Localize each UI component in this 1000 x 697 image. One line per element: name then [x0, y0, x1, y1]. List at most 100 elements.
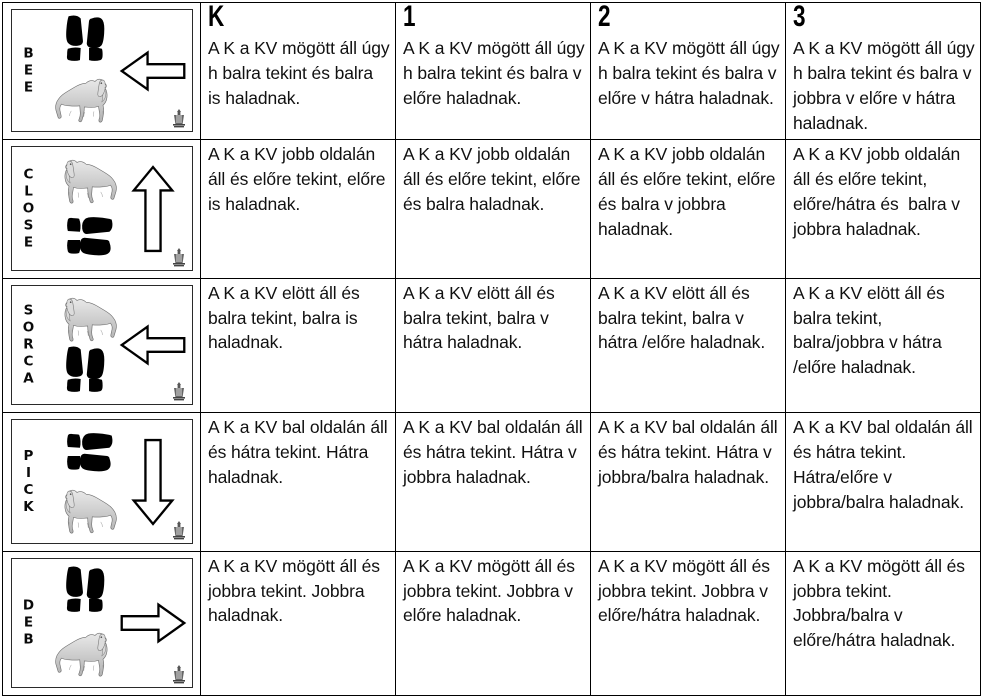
variant-description: A K a KV elött áll és balra tekint, balr… — [793, 283, 950, 377]
variant-text-block: 3 A K a KV mögött áll úgy h balra tekint… — [786, 2, 980, 139]
variant-text-block: A K a KV elött áll és balra tekint, balr… — [201, 279, 395, 412]
variant-cell: A K a KV bal oldalán áll és hátra tekint… — [785, 412, 981, 552]
dog-silhouette-icon — [64, 490, 117, 534]
sign-label-letter: A — [23, 370, 34, 387]
variant-cell: 2 A K a KV mögött áll úgy h balra tekint… — [590, 0, 786, 140]
sign-label-letter: D — [22, 597, 35, 614]
paw-prints-icon — [66, 15, 105, 62]
figure-slot-top — [52, 563, 120, 623]
figure-slot-top — [52, 290, 120, 345]
variant-cell: A K a KV mögött áll és jobbra tekint. Jo… — [200, 551, 396, 696]
sign-label-letter: L — [24, 183, 33, 199]
variant-cell: A K a KV bal oldalán áll és hátra tekint… — [590, 412, 786, 552]
variant-description: A K a KV mögött áll úgy h balra tekint é… — [208, 38, 395, 108]
figure-slot-top — [52, 14, 120, 71]
variant-text-block: A K a KV elött áll és balra tekint, balr… — [786, 279, 980, 412]
variant-description: A K a KV jobb oldalán áll és előre tekin… — [208, 144, 391, 214]
sign-figure-stack — [52, 151, 120, 266]
sign-label-letter: O — [22, 200, 35, 216]
variant-cell: A K a KV elött áll és balra tekint, balr… — [200, 278, 396, 413]
paw-prints-icon — [67, 217, 113, 256]
variant-description: A K a KV jobb oldalán áll és előre tekin… — [793, 144, 965, 239]
variant-cell: A K a KV elött áll és balra tekint, balr… — [590, 278, 786, 413]
variant-cell: 1 A K a KV mögött áll úgy h balra tekint… — [395, 0, 591, 140]
figure-slot-bottom — [52, 623, 120, 683]
sign-label-letter: B — [23, 631, 34, 648]
direction-arrow — [118, 147, 188, 270]
variant-description: A K a KV mögött áll úgy h balra tekint é… — [598, 38, 785, 108]
variant-text-block: A K a KV jobb oldalán áll és előre tekin… — [396, 140, 590, 278]
variant-text-block: A K a KV mögött áll és jobbra tekint. Jo… — [786, 552, 980, 695]
club-logo-icon — [173, 248, 185, 267]
variant-text-block: A K a KV bal oldalán áll és hátra tekint… — [201, 413, 395, 551]
direction-arrow — [118, 286, 188, 404]
variant-cell: A K a KV jobb oldalán áll és előre tekin… — [200, 139, 396, 279]
variant-text-block: A K a KV elött áll és balra tekint, balr… — [591, 279, 785, 412]
club-logo-icon — [173, 109, 185, 128]
sign-label-letter: I — [25, 464, 32, 481]
figure-slot-bottom — [52, 209, 120, 267]
variant-description: A K a KV mögött áll és jobbra tekint. Jo… — [208, 556, 385, 625]
variant-text-block: A K a KV mögött áll és jobbra tekint. Jo… — [396, 552, 590, 695]
column-header-1: 1 — [403, 0, 416, 33]
variant-cell: A K a KV bal oldalán áll és hátra tekint… — [395, 412, 591, 552]
variant-text-block: A K a KV jobb oldalán áll és előre tekin… — [786, 140, 980, 278]
column-header-2: 2 — [598, 0, 611, 33]
figure-slot-bottom — [52, 345, 120, 400]
variant-cell: 3 A K a KV mögött áll úgy h balra tekint… — [785, 2, 981, 140]
sign-label-letter: C — [23, 166, 34, 182]
variant-text-block: A K a KV mögött áll és jobbra tekint. Jo… — [201, 552, 395, 695]
figure-slot-top — [52, 424, 120, 482]
variant-description: A K a KV bal oldalán áll és hátra tekint… — [793, 417, 978, 512]
variant-description: A K a KV elött áll és balra tekint, balr… — [208, 283, 365, 352]
variant-text-block: A K a KV jobb oldalán áll és előre tekin… — [591, 140, 785, 278]
variant-text-block: A K a KV jobb oldalán áll és előre tekin… — [201, 140, 395, 278]
variant-description: A K a KV elött áll és balra tekint, balr… — [598, 283, 766, 352]
sign-label-letter: C — [23, 481, 34, 498]
variant-cell: A K a KV elött áll és balra tekint, balr… — [395, 278, 591, 413]
sign-figure-stack — [52, 563, 120, 683]
variant-cell: K A K a KV mögött áll úgy h balra tekint… — [200, 0, 396, 140]
variant-text-block: 1 A K a KV mögött áll úgy h balra tekint… — [396, 0, 590, 139]
dog-silhouette-icon — [64, 297, 117, 342]
variant-cell: A K a KV jobb oldalán áll és előre tekin… — [590, 139, 786, 279]
variant-cell: A K a KV mögött áll és jobbra tekint. Jo… — [590, 551, 786, 696]
variant-description: A K a KV mögött áll és jobbra tekint. Jo… — [793, 556, 970, 650]
variant-text-block: A K a KV bal oldalán áll és hátra tekint… — [786, 413, 980, 551]
variant-cell: A K a KV jobb oldalán áll és előre tekin… — [395, 139, 591, 279]
direction-arrow — [118, 10, 188, 131]
variant-description: A K a KV jobb oldalán áll és előre tekin… — [598, 144, 781, 239]
variant-cell: A K a KV jobb oldalán áll és előre tekin… — [785, 139, 981, 279]
club-logo-icon — [173, 521, 185, 540]
sign-label-letter: R — [23, 336, 34, 353]
column-header-0: K — [208, 0, 224, 33]
sign-label-letter: B — [23, 45, 34, 61]
arrow-down-icon — [131, 438, 175, 526]
variant-text-block: A K a KV elött áll és balra tekint, balr… — [396, 279, 590, 412]
variant-description: A K a KV bal oldalán áll és hátra tekint… — [598, 417, 783, 487]
sign-label-letter: S — [23, 302, 34, 319]
variant-text-block: K A K a KV mögött áll úgy h balra tekint… — [201, 0, 395, 139]
variant-description: A K a KV elött áll és balra tekint, balr… — [403, 283, 560, 352]
sign-label-letter: C — [23, 353, 34, 370]
sign-label-letter: E — [23, 62, 34, 78]
